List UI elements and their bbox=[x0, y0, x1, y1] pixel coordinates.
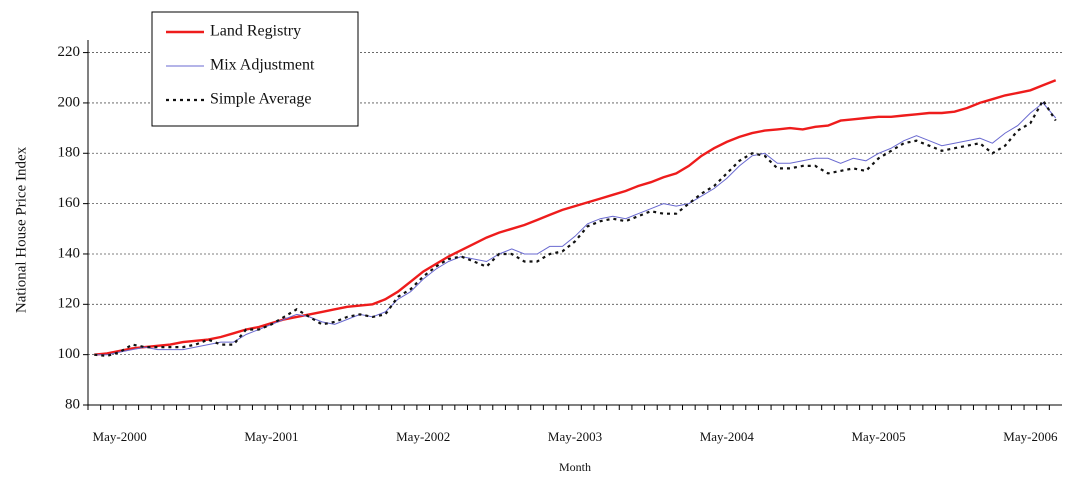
y-tick-label: 220 bbox=[58, 44, 81, 60]
x-tick-label: May-2002 bbox=[396, 429, 450, 444]
y-tick-label: 80 bbox=[65, 396, 80, 412]
x-tick-label: May-2006 bbox=[1003, 429, 1058, 444]
x-tick-label: May-2004 bbox=[700, 429, 755, 444]
y-axis-label: National House Price Index bbox=[13, 146, 29, 313]
y-tick-label: 200 bbox=[58, 94, 81, 110]
x-tick-label: May-2003 bbox=[548, 429, 602, 444]
line-series bbox=[94, 79, 1057, 356]
y-tick-label: 100 bbox=[58, 346, 81, 362]
legend-label: Land Registry bbox=[210, 23, 301, 40]
line-series bbox=[94, 102, 1057, 356]
y-tick-label: 140 bbox=[58, 245, 81, 261]
line-series bbox=[94, 98, 1057, 358]
y-tick-label: 180 bbox=[58, 145, 81, 161]
y-tick-label: 160 bbox=[58, 195, 81, 211]
legend-label: Simple Average bbox=[210, 91, 311, 108]
x-axis-label: Month bbox=[559, 460, 591, 474]
x-tick-label: May-2001 bbox=[244, 429, 298, 444]
x-tick-label: May-2000 bbox=[93, 429, 147, 444]
legend-label: Mix Adjustment bbox=[210, 57, 315, 74]
x-tick-label: May-2005 bbox=[851, 429, 905, 444]
y-tick-label: 120 bbox=[58, 296, 81, 312]
